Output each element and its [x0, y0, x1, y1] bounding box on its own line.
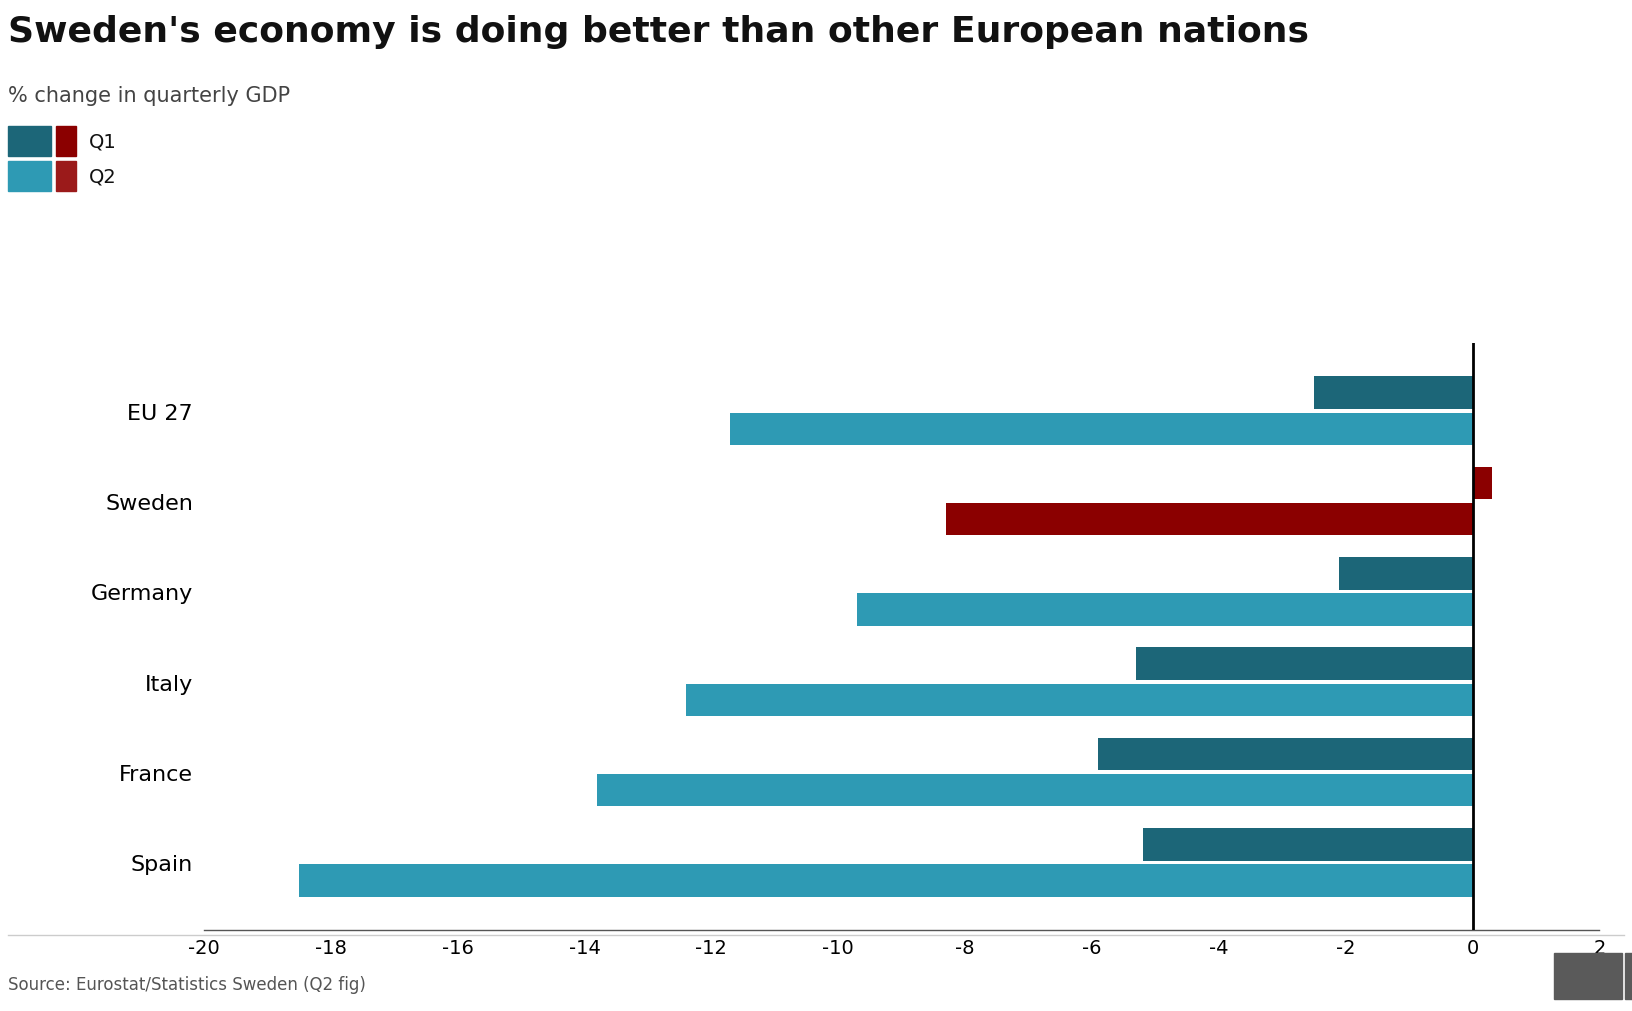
Bar	[1098, 738, 1472, 770]
Bar	[1314, 377, 1472, 409]
Text: B: B	[1581, 969, 1594, 984]
Bar	[597, 774, 1472, 807]
Text: Q1: Q1	[88, 132, 118, 151]
Bar	[1142, 828, 1472, 860]
Bar	[947, 503, 1472, 536]
Bar	[1136, 648, 1472, 680]
Bar	[1472, 467, 1492, 499]
Text: Sweden's economy is doing better than other European nations: Sweden's economy is doing better than ot…	[8, 15, 1309, 50]
Text: Source: Eurostat/Statistics Sweden (Q2 fig): Source: Eurostat/Statistics Sweden (Q2 f…	[8, 975, 366, 993]
Text: % change in quarterly GDP: % change in quarterly GDP	[8, 86, 290, 106]
Bar	[857, 593, 1472, 626]
Bar	[685, 683, 1472, 717]
Bar	[1340, 557, 1472, 590]
Bar	[731, 413, 1472, 446]
Bar	[299, 864, 1472, 897]
Text: Q2: Q2	[88, 168, 118, 186]
